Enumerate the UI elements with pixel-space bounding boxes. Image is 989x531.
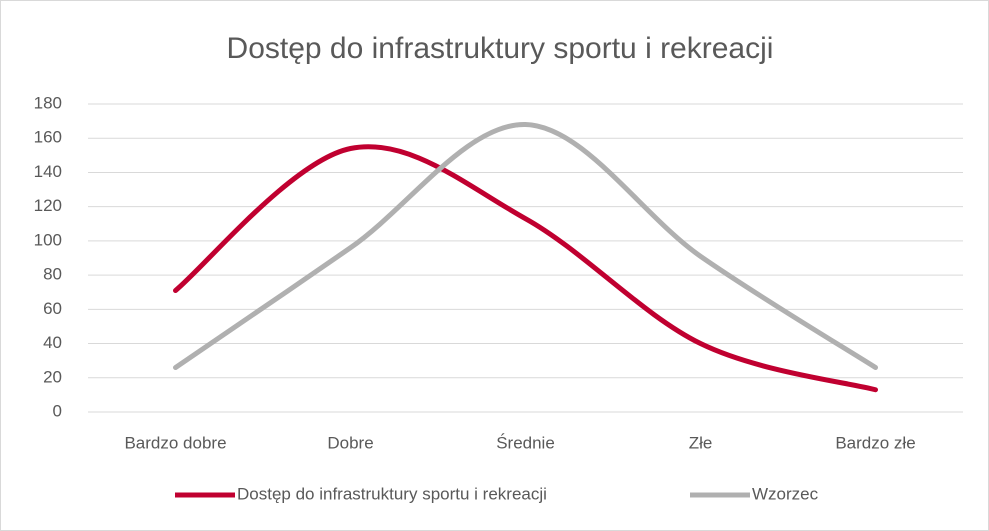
y-tick-label: 140 [34,162,62,181]
y-tick-label: 160 [34,128,62,147]
legend-label: Wzorzec [752,484,819,503]
x-tick-label: Złe [689,433,713,452]
series-line [173,144,878,393]
x-tick-label: Dobre [327,433,373,452]
x-tick-label: Średnie [496,433,555,452]
series-line [173,122,878,371]
x-tick-label: Bardzo dobre [124,433,226,452]
y-tick-label: 60 [43,299,62,318]
y-tick-label: 40 [43,333,62,352]
y-tick-label: 180 [34,93,62,112]
y-tick-label: 0 [53,401,62,420]
x-tick-label: Bardzo złe [835,433,915,452]
y-tick-label: 80 [43,265,62,284]
y-tick-label: 100 [34,230,62,249]
y-tick-label: 120 [34,196,62,215]
chart-title: Dostęp do infrastruktury sportu i rekrea… [227,32,774,65]
y-tick-label: 20 [43,367,62,386]
legend-label: Dostęp do infrastruktury sportu i rekrea… [237,484,547,503]
